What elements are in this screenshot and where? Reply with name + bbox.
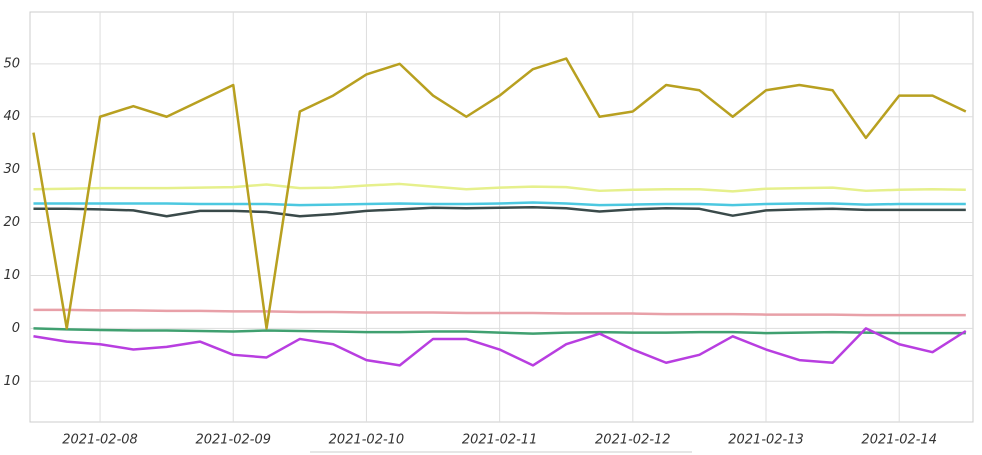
y-tick-label: 10	[3, 268, 20, 283]
series-line	[33, 327, 966, 335]
y-tick-label: 0	[12, 321, 20, 336]
x-tick-label: 2021-02-09	[195, 433, 271, 448]
x-tick-label: 2021-02-14	[861, 433, 937, 448]
y-tick-label: 40	[3, 109, 20, 124]
y-tick-label: 10	[3, 374, 20, 389]
x-tick-label: 2021-02-12	[595, 433, 671, 448]
series-line	[33, 327, 967, 367]
y-tick-label: 30	[3, 162, 20, 177]
series-line	[33, 205, 966, 218]
x-tick-label: 2021-02-11	[462, 433, 538, 448]
y-tick-label: 20	[3, 215, 20, 230]
plot-frame	[29, 11, 974, 423]
series-line	[33, 308, 966, 317]
x-tick-label: 2021-02-13	[728, 433, 804, 448]
x-tick-label: 2021-02-08	[62, 433, 138, 448]
series-line	[32, 57, 967, 330]
series-line	[33, 182, 966, 193]
x-tick-label: 2021-02-10	[329, 433, 405, 448]
y-tick-label: 50	[3, 56, 20, 71]
series-line	[33, 201, 966, 207]
